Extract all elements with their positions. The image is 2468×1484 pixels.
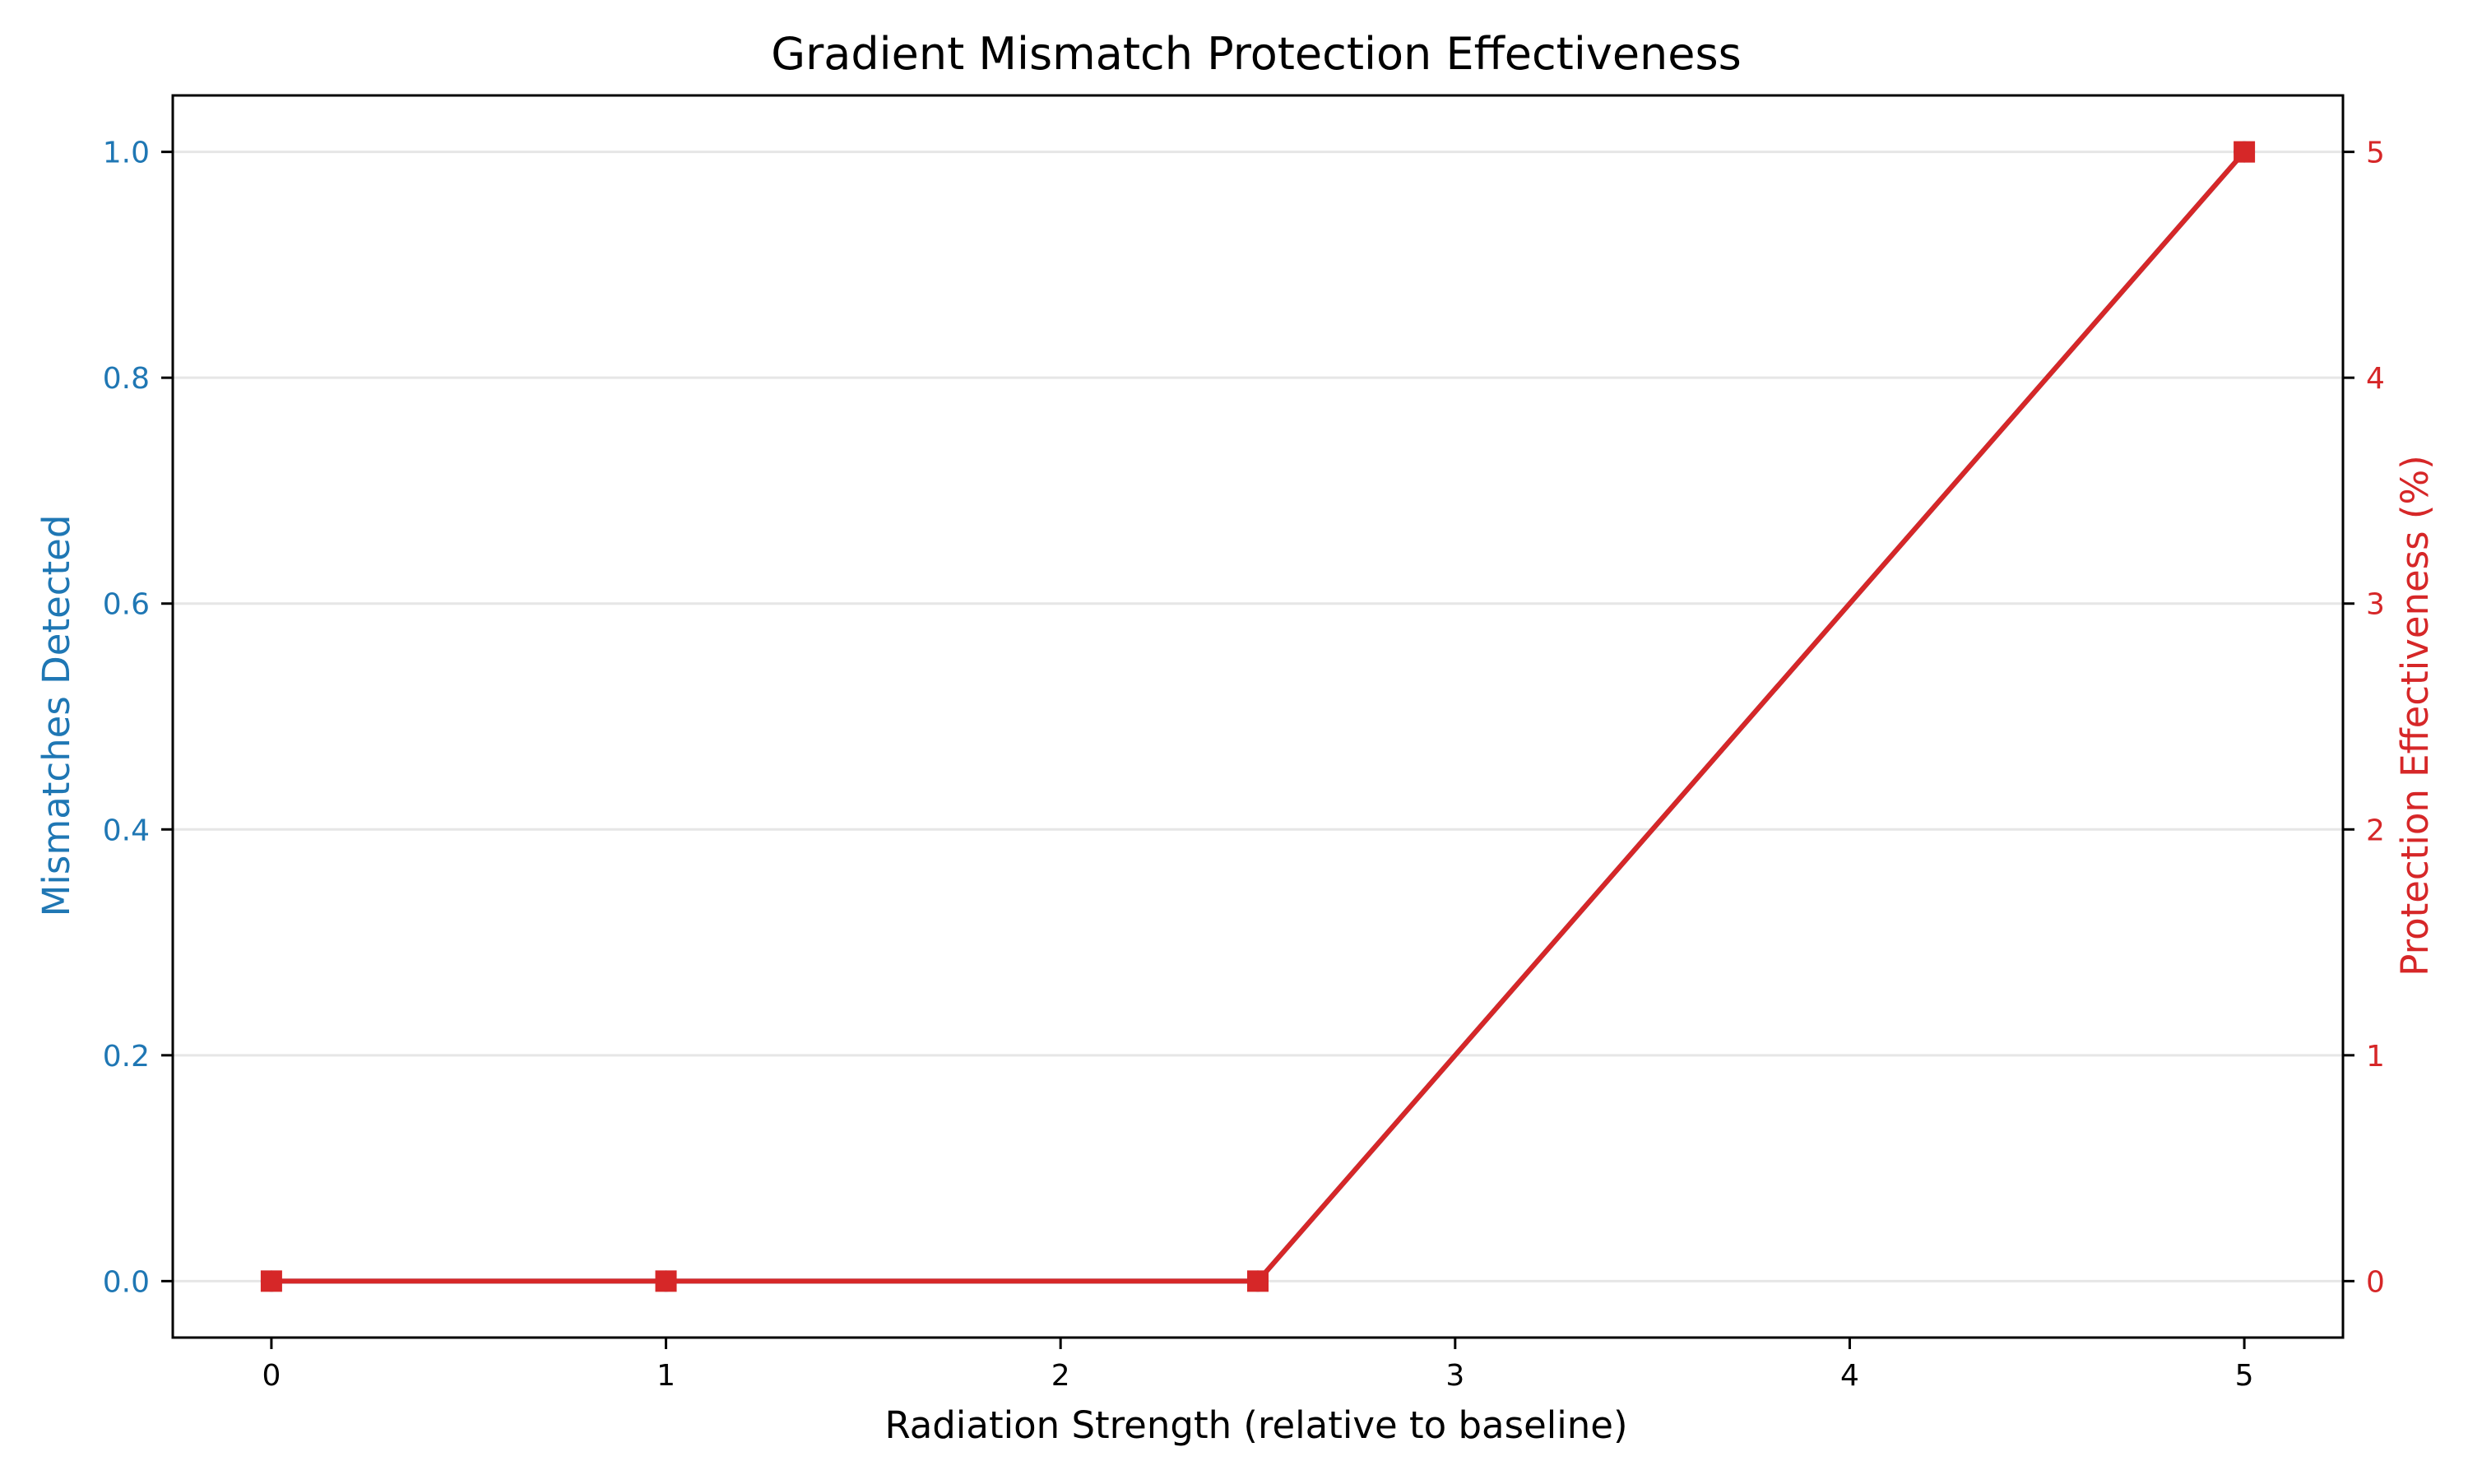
y-axis-label-right: Protection Effectiveness (%) [2393, 455, 2437, 976]
y-axis-label-left: Mismatches Detected [35, 515, 78, 917]
y-right-tick-label: 2 [2366, 814, 2385, 847]
grid-layer [173, 151, 2343, 1282]
series-layer [260, 141, 2256, 1292]
y-right-tick-label: 5 [2366, 137, 2385, 170]
x-tick-label: 0 [262, 1359, 281, 1393]
data-point-right [260, 1270, 282, 1292]
data-point-right [655, 1270, 677, 1292]
y-left-tick-label: 0.4 [103, 814, 150, 847]
x-axis-label: Radiation Strength (relative to baseline… [884, 1403, 1627, 1447]
y-right-tick-label: 0 [2366, 1265, 2385, 1299]
x-tick-label: 5 [2235, 1359, 2254, 1393]
y-left-tick-label: 1.0 [103, 137, 150, 170]
chart-title: Gradient Mismatch Protection Effectivene… [771, 28, 1742, 80]
data-point-right [2234, 141, 2256, 163]
data-point-right [1247, 1270, 1269, 1292]
y-left-tick-label: 0.0 [103, 1265, 150, 1299]
x-tick-label: 1 [656, 1359, 675, 1393]
x-tick-label: 2 [1051, 1359, 1070, 1393]
series-line-left [268, 149, 2248, 1284]
y-right-tick-label: 3 [2366, 588, 2385, 622]
series-line-right [268, 149, 2248, 1284]
plot-frame [171, 94, 2345, 1339]
y-left-tick-label: 0.2 [103, 1040, 150, 1074]
x-tick-label: 3 [1445, 1359, 1464, 1393]
y-left-tick-label: 0.6 [103, 588, 150, 622]
y-right-tick-label: 4 [2366, 362, 2385, 396]
y-right-tick-label: 1 [2366, 1040, 2385, 1074]
axis-layer: 0 1 2 3 4 5 0.0 0.2 0.4 0.6 0.8 1.0 0 1 2 3 4 5 [103, 137, 2385, 1393]
y-left-tick-label: 0.8 [103, 362, 150, 396]
x-tick-label: 4 [1840, 1359, 1859, 1393]
